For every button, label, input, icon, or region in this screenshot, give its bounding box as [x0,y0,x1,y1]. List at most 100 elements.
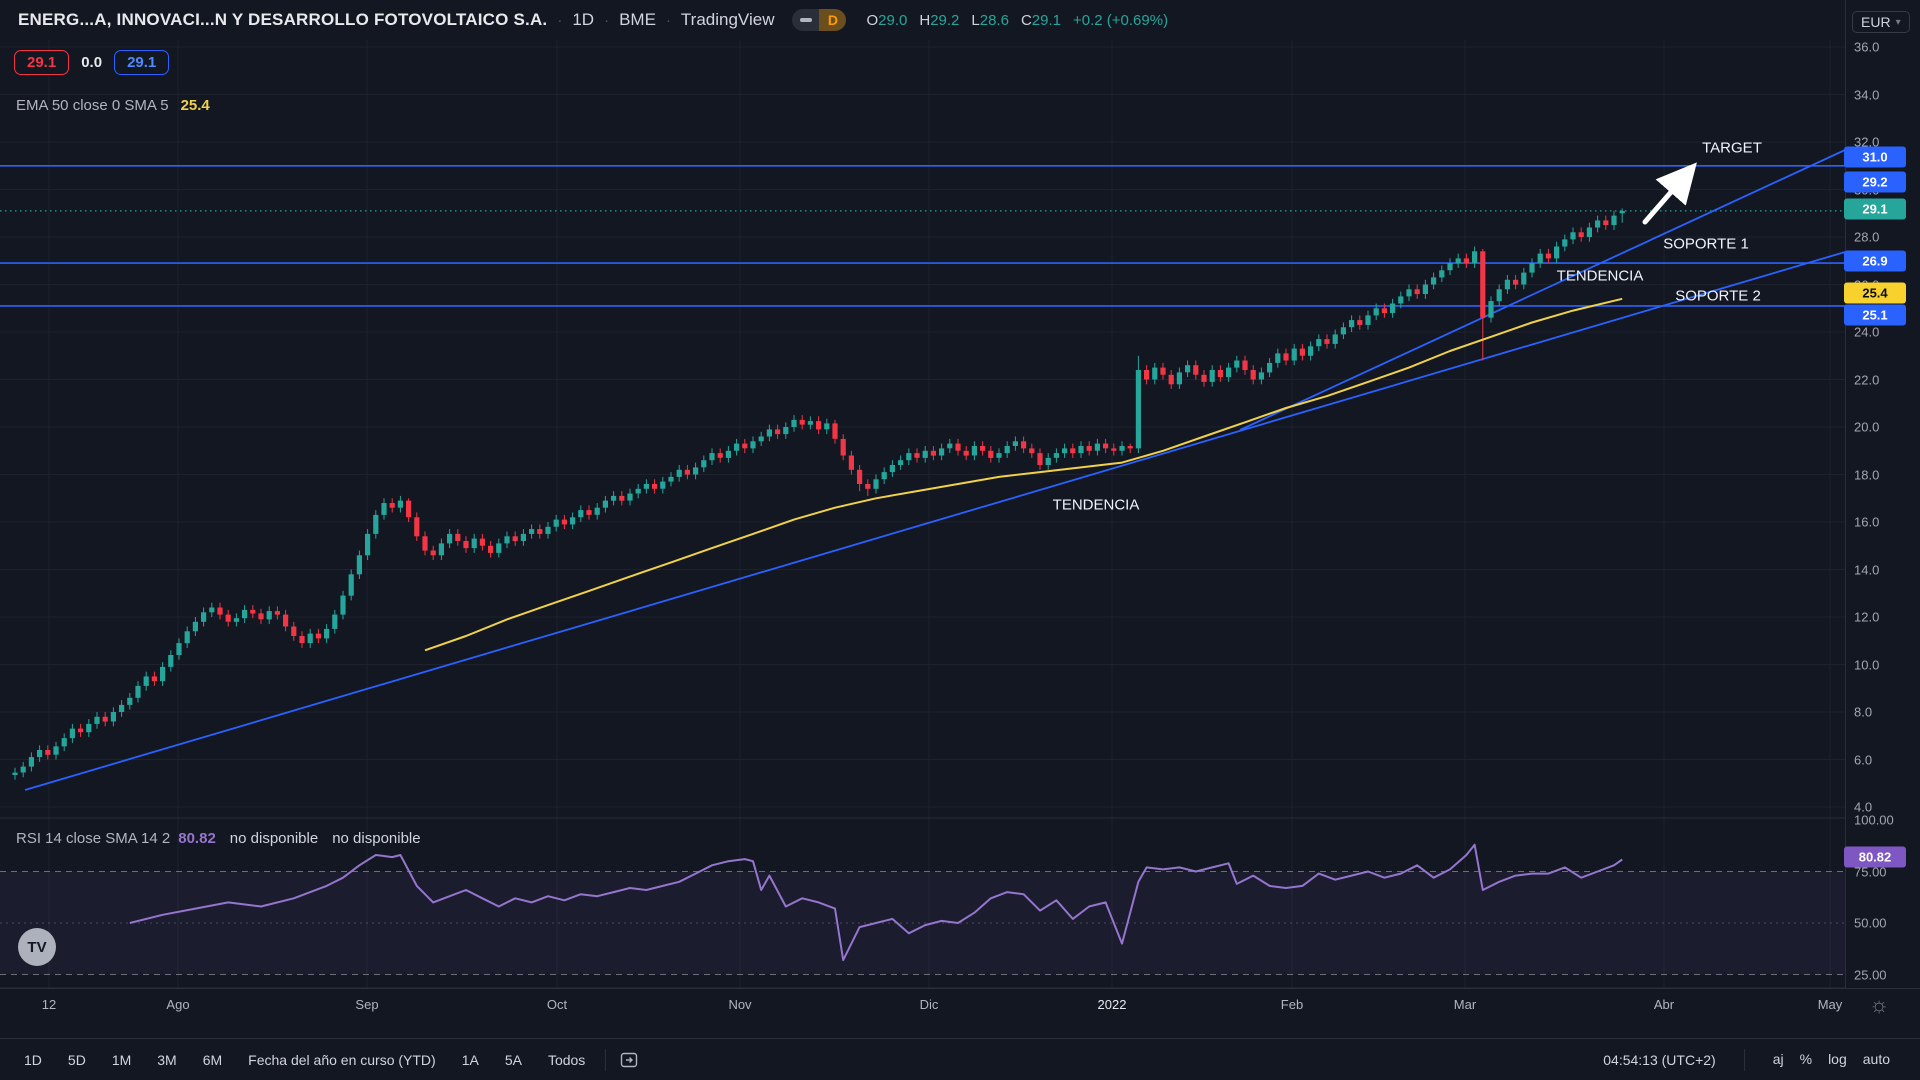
time-axis[interactable]: 12 Ago Sep Oct Nov Dic 2022 Feb Mar Abr May ☼ [0,988,1920,1039]
high-value: 29.2 [930,11,960,29]
range-button-fecha-del-a-o-en-curso-ytd-[interactable]: Fecha del año en curso (YTD) [248,1052,436,1068]
rsi-tick: 25.00 [1854,967,1887,983]
price-tick: 8.0 [1854,704,1873,720]
price-tick: 28.0 [1854,229,1880,245]
range-button-3m[interactable]: 3M [157,1052,177,1068]
rsi-band-layer [0,871,1845,975]
range-button-1d[interactable]: 1D [24,1052,42,1068]
rsi-tick: 50.00 [1854,915,1887,931]
symbol-header: ENERG...A, INNOVACI...N Y DESARROLLO FOT… [18,9,1168,31]
time-tick: 2022 [1097,997,1127,1012]
price-tick: 34.0 [1854,87,1880,103]
exchange-label[interactable]: BME [619,10,656,29]
open-label: O [866,11,879,29]
entry-price-box: 29.1 [114,50,170,75]
range-button-5a[interactable]: 5A [504,1052,522,1068]
price-badge: 25.4 [1844,282,1906,304]
symbol-title[interactable]: ENERG...A, INNOVACI...N Y DESARROLLO FOT… [18,10,548,29]
annotation-tendencia[interactable]: TENDENCIA [1052,496,1140,514]
tradingview-logo: TV [18,928,56,966]
ema-label: EMA 50 close 0 SMA 5 [16,97,169,114]
range-button-1m[interactable]: 1M [111,1052,132,1068]
range-button-6m[interactable]: 6M [202,1052,223,1068]
rsi-indicator-legend[interactable]: RSI 14 close SMA 14 2 80.82 no disponibl… [16,830,421,847]
close-value: 29.1 [1031,11,1061,29]
separator-dot: · [604,11,610,29]
annotation-target[interactable]: TARGET [1702,139,1762,157]
ema-indicator-legend[interactable]: EMA 50 close 0 SMA 5 25.4 [16,97,210,114]
interval-label[interactable]: 1D [572,10,595,29]
range-button-5d[interactable]: 5D [67,1052,86,1068]
trendlines-layer[interactable] [24,149,1846,791]
price-tick: 24.0 [1854,324,1880,340]
price-axis[interactable]: EUR ▾ 36.034.032.030.028.026.024.022.020… [1844,0,1920,1015]
annotation-soporte-1[interactable]: SOPORTE 1 [1663,235,1749,253]
risk-value: 0.0 [81,54,103,71]
ema-value: 25.4 [180,97,210,114]
time-tick: Sep [355,997,379,1012]
grid-layer [0,40,1845,988]
close-label: C [1020,11,1032,29]
currency-label: EUR [1861,14,1891,30]
format-button-log[interactable]: log [1828,1051,1847,1067]
ema-line[interactable] [424,297,1623,652]
toggle-knob-icon [792,9,820,31]
low-label: L [971,11,980,29]
rsi-tick: 75.00 [1854,864,1887,880]
toolbar-divider [1743,1049,1745,1071]
daily-toggle[interactable]: D [792,9,847,31]
rsi-na-2: no disponible [332,830,421,847]
drawing-price-boxes: 29.1 0.0 29.1 [14,50,170,75]
time-tick: Dic [919,997,939,1012]
separator-dot: · [557,11,563,29]
time-tick: May [1817,997,1843,1012]
stop-price-box: 29.1 [14,50,70,75]
date-range-buttons: 1D 5D 1M 3M 6M Fecha del año en curso (YTD) 1A… [14,1048,595,1072]
clock[interactable]: 04:54:13 (UTC+2) [1603,1052,1716,1068]
rsi-value: 80.82 [178,830,216,847]
candles-layer [12,208,1625,780]
format-button-percent[interactable]: % [1799,1051,1813,1067]
price-badge: 31.0 [1844,146,1906,168]
price-badge: 80.82 [1844,846,1906,868]
daily-letter: D [819,9,847,31]
format-button-auto[interactable]: auto [1862,1051,1890,1067]
annotation-soporte-2[interactable]: SOPORTE 2 [1675,287,1761,305]
range-button-1a[interactable]: 1A [461,1052,479,1068]
annotation-tendencia[interactable]: TENDENCIA [1556,267,1644,285]
time-tick: Nov [728,997,752,1012]
brightness-icon[interactable]: ☼ [1869,992,1890,1017]
price-tick: 22.0 [1854,372,1880,388]
time-tick: Mar [1453,997,1477,1012]
target-arrow[interactable] [1642,162,1697,225]
range-button-todos[interactable]: Todos [547,1052,586,1068]
rsi-line[interactable] [129,843,1623,962]
time-tick: 12 [41,997,57,1012]
price-tick: 6.0 [1854,752,1873,768]
price-tick: 4.0 [1854,799,1873,815]
price-tick: 10.0 [1854,657,1880,673]
format-button-aj[interactable]: aj [1772,1051,1784,1067]
high-label: H [919,11,931,29]
price-tick: 12.0 [1854,609,1880,625]
bottom-toolbar: 1D 5D 1M 3M 6M Fecha del año en curso (YTD) 1A… [0,1038,1920,1080]
time-tick: Feb [1280,997,1304,1012]
go-to-date-button[interactable] [618,1049,640,1071]
price-tick: 14.0 [1854,562,1880,578]
price-badge: 25.1 [1844,304,1906,326]
price-tick: 32.0 [1854,134,1880,150]
horizontal-lines-layer[interactable] [0,165,1845,307]
brand-label[interactable]: TradingView [680,10,775,29]
rsi-na-1: no disponible [229,830,319,847]
currency-button[interactable]: EUR ▾ [1852,11,1910,33]
toolbar-right-group: 04:54:13 (UTC+2) aj% log auto [1603,1049,1898,1071]
time-tick: Abr [1653,997,1675,1012]
rsi-label: RSI 14 close SMA 14 2 [16,830,171,847]
separator-dot: · [665,11,671,29]
price-badge: 29.2 [1844,171,1906,193]
low-value: 28.6 [979,11,1009,29]
price-tick: 18.0 [1854,467,1880,483]
time-tick: Oct [546,997,568,1012]
